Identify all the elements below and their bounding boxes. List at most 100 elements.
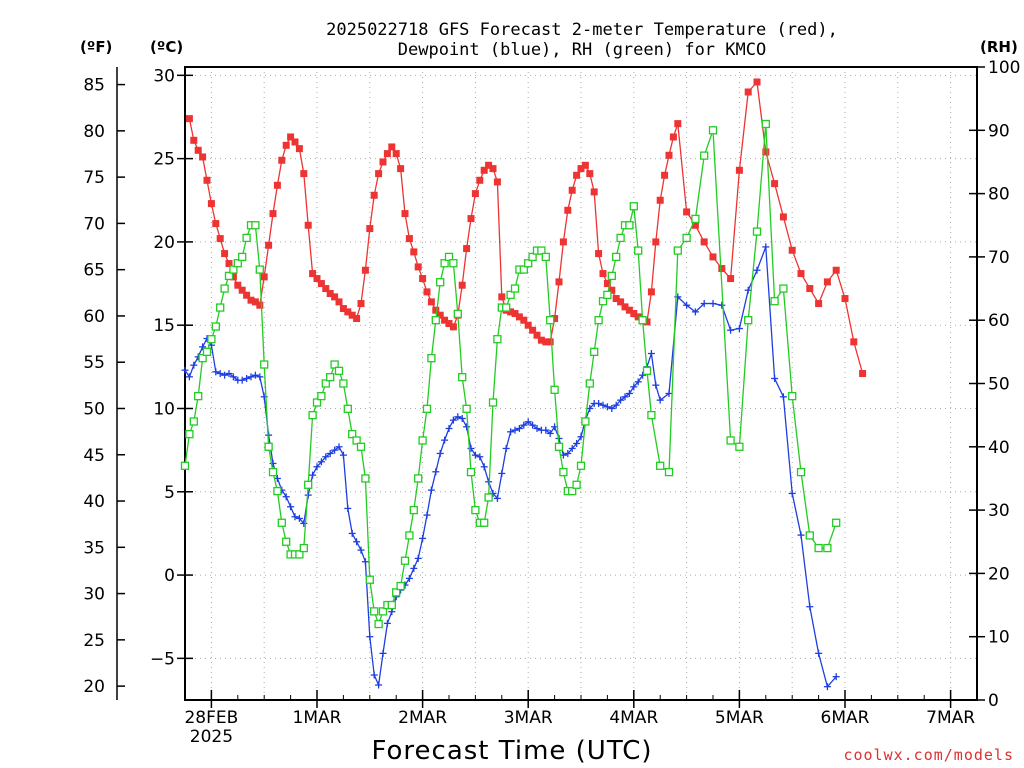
dewpoint-point [419, 534, 427, 542]
rh-point [480, 518, 489, 527]
dewpoint-point [709, 300, 717, 308]
rh-point [365, 575, 374, 584]
rh-point [585, 379, 594, 388]
dewpoint-point [322, 453, 330, 461]
temperature-point [207, 200, 215, 208]
rh-line [184, 123, 837, 626]
temperature-point [256, 301, 264, 309]
rh-point [312, 398, 322, 407]
rh-point [559, 467, 568, 477]
plot-area [180, 78, 867, 691]
temperature-point [546, 338, 554, 346]
rh-point [664, 467, 674, 477]
dewpoint-point [313, 463, 321, 471]
dewpoint-point [366, 633, 374, 641]
temperature-point [529, 326, 537, 334]
dewpoint-point [797, 531, 805, 539]
temperature-point [524, 321, 532, 329]
series-dewpoint [181, 243, 840, 691]
temperature-point [229, 273, 237, 281]
rh-point [770, 297, 779, 306]
dewpoint-point [564, 449, 572, 457]
rh-point [304, 480, 313, 489]
temperature-point [383, 150, 391, 158]
temperature-point [392, 150, 400, 158]
temperature-point [507, 308, 515, 316]
chart-title-line-1: 2025022718 GFS Forecast 2-meter Temperat… [326, 20, 838, 40]
time-tick-label: 4MAR [609, 708, 658, 728]
dewpoint-point [683, 301, 691, 309]
fahrenheit-tick-label: 25 [83, 631, 105, 651]
dewpoint-point [502, 444, 510, 452]
rh-point [453, 309, 462, 319]
temperature-point [564, 206, 572, 214]
rh-point [823, 543, 832, 553]
temperature-point [744, 88, 752, 96]
rh-tick-label: 50 [988, 375, 1010, 395]
temperature-point [432, 306, 440, 314]
rh-point [581, 417, 590, 426]
fahrenheit-tick-label: 80 [83, 122, 105, 142]
fahrenheit-tick-label: 20 [83, 677, 105, 697]
temperature-point [537, 336, 545, 344]
celsius-tick-label: 5 [164, 483, 175, 503]
temperature-point [762, 148, 770, 156]
dewpoint-point [511, 426, 519, 434]
temperature-point [735, 166, 743, 174]
rh-tick-label: 0 [988, 691, 999, 711]
dewpoint-point [221, 371, 229, 379]
rh-point [638, 316, 647, 325]
rh-point [330, 360, 339, 369]
temperature-point [709, 253, 717, 261]
rh-tick-label: 10 [988, 628, 1010, 648]
dewpoint-point [656, 396, 664, 404]
dewpoint-point [788, 489, 796, 497]
rh-point [396, 581, 405, 591]
dewpoint-point [634, 378, 642, 386]
dewpoint-point [410, 564, 418, 572]
dewpoint-point [515, 424, 523, 432]
dewpoint-point [212, 368, 220, 376]
dewpoint-point [471, 451, 479, 459]
rh-point [326, 373, 335, 382]
dewpoint-point [291, 513, 299, 521]
rh-point [656, 461, 665, 470]
dewpoint-point [282, 493, 290, 501]
fahrenheit-axis: 20 25 30 35 40 45 50 55 60 65 70 75 80 85 [83, 76, 125, 697]
temperature-point [401, 210, 409, 218]
temperature-point [441, 316, 449, 324]
rh-point [295, 550, 304, 559]
temperature-point [212, 220, 220, 228]
celsius-axis: −5 0 5 10 15 20 25 30 [150, 66, 193, 669]
rh-axis: 0 10 20 30 40 50 60 70 80 90 100 [969, 58, 1020, 711]
dewpoint-point [498, 469, 506, 477]
dewpoint-point [467, 444, 475, 452]
temperature-point [652, 238, 660, 246]
dewpoint-point [647, 350, 655, 358]
temperature-point [590, 188, 598, 196]
temperature-point [436, 311, 444, 319]
temperature-point [850, 338, 858, 346]
dewpoint-point [388, 608, 396, 616]
rh-point [519, 265, 528, 274]
rh-point [700, 151, 709, 160]
time-tick-label: 5MAR [715, 708, 764, 728]
rh-point [682, 233, 691, 243]
fahrenheit-tick-label: 30 [83, 585, 105, 605]
dewpoint-point [216, 370, 224, 378]
dewpoint-point [243, 375, 251, 383]
rh-point [436, 278, 445, 287]
time-tick-label: 2MAR [398, 708, 447, 728]
rh-point [251, 221, 260, 230]
unit-label-celsius: (ºC) [150, 38, 183, 56]
dewpoint-point [779, 393, 787, 401]
rh-point [273, 486, 282, 496]
dewpoint-point [573, 439, 581, 447]
temperature-point [515, 313, 523, 321]
time-tick-label: 6MAR [821, 708, 870, 728]
temperature-point [511, 310, 519, 318]
temperature-point [203, 176, 211, 184]
temperature-point [344, 308, 352, 316]
temperature-point [265, 241, 273, 249]
